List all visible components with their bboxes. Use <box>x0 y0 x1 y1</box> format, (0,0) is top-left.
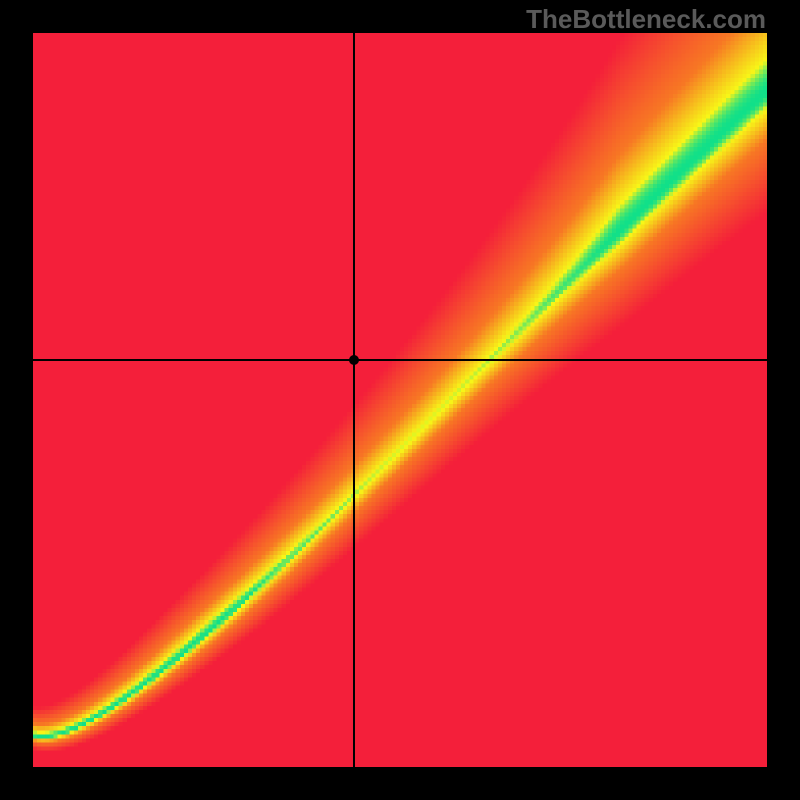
bottleneck-heatmap <box>33 33 767 767</box>
crosshair-horizontal <box>33 359 767 361</box>
watermark-text: TheBottleneck.com <box>526 4 766 35</box>
crosshair-vertical <box>353 33 355 767</box>
